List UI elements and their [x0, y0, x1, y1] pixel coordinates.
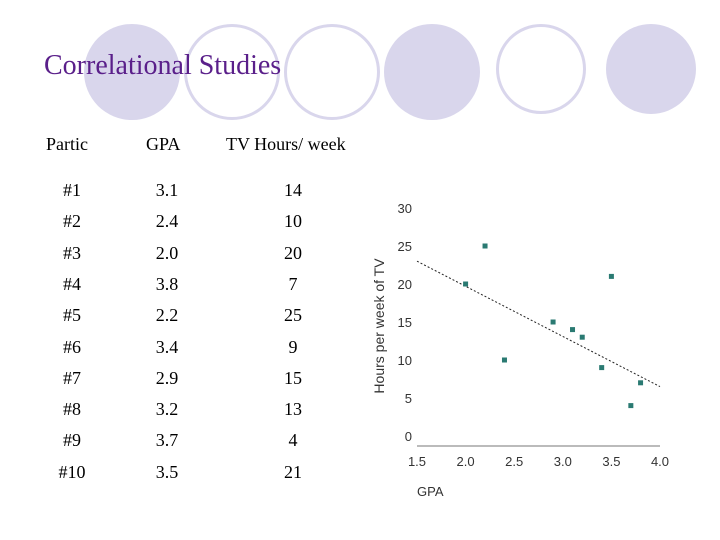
y-tick-label: 10	[398, 353, 412, 368]
table-cell-partic: #5	[63, 305, 81, 326]
data-point	[638, 380, 644, 386]
table-cell-gpa: 3.4	[155, 336, 179, 357]
table-cell-tv-hours: 21	[284, 461, 302, 482]
table-cell-gpa: 3.5	[155, 461, 179, 482]
data-point	[599, 365, 605, 371]
table-cell-gpa: 3.1	[155, 180, 179, 200]
data-point	[482, 243, 488, 249]
table-cell-partic: #2	[63, 211, 81, 232]
table-cell-gpa: 2.0	[155, 242, 179, 263]
y-tick-label: 25	[398, 239, 412, 254]
x-tick-label: 3.0	[554, 454, 572, 469]
x-tick-label: 1.5	[408, 454, 426, 469]
x-tick-label: 2.5	[505, 454, 523, 469]
x-tick-label: 2.0	[457, 454, 475, 469]
table-cell-partic: #7	[63, 367, 81, 388]
data-point	[463, 281, 469, 287]
scatter-chart: 1.5 2.0 2.5 3.0 3.5 4.0 0 5 10 15 20 25 30 GPA Hours p…	[371, 201, 669, 499]
x-axis-label: GPA	[417, 484, 444, 499]
table-cell-partic: #9	[63, 430, 81, 451]
table-cell-tv-hours: 9	[288, 336, 298, 357]
y-tick-label: 5	[405, 391, 412, 406]
y-tick-label: 20	[398, 277, 412, 292]
table-cell-partic: #1	[63, 180, 81, 200]
table-cell-tv-hours: 13	[284, 399, 302, 420]
decor-circle-3	[606, 24, 696, 114]
table-cell-tv-hours: 14	[284, 180, 302, 200]
x-tick-label: 3.5	[602, 454, 620, 469]
table-cell-gpa: 2.9	[155, 367, 179, 388]
table-cell-tv-hours: 25	[284, 305, 302, 326]
decor-ring-1	[184, 24, 280, 120]
table-header-partic: Partic	[46, 134, 88, 154]
x-tick-label: 4.0	[651, 454, 669, 469]
data-point	[550, 319, 556, 325]
table-cell-gpa: 3.7	[155, 430, 179, 451]
decor-ring-3	[496, 24, 586, 114]
table-cell-partic: #3	[63, 242, 81, 263]
table-cell-tv-hours: 7	[288, 273, 298, 294]
table-cell-gpa: 2.4	[155, 211, 179, 232]
y-tick-label: 30	[398, 201, 412, 216]
table-cell-partic: #10	[58, 461, 86, 482]
y-tick-label: 15	[398, 315, 412, 330]
data-point	[570, 327, 576, 333]
data-point	[579, 334, 585, 340]
table-header-tv-hours: TV Hours/ week	[226, 134, 346, 154]
decor-circle-1	[84, 24, 180, 120]
decor-circle-2	[384, 24, 480, 120]
slide-title: Correlational Studies	[44, 50, 282, 81]
decor-ring-2	[284, 24, 380, 120]
data-point	[608, 273, 614, 279]
table-cell-partic: #8	[63, 399, 81, 420]
table-cell-tv-hours: 10	[284, 211, 302, 232]
data-point	[501, 357, 507, 363]
table-cell-tv-hours: 4	[288, 430, 298, 451]
table-cell-gpa: 3.2	[155, 399, 179, 420]
table-cell-partic: #4	[63, 273, 81, 294]
table-cell-gpa: 2.2	[155, 305, 179, 326]
y-tick-label: 0	[405, 429, 412, 444]
table-header-gpa: GPA	[146, 134, 181, 154]
trend-line	[416, 260, 661, 388]
table-cell-tv-hours: 15	[284, 367, 302, 388]
table-cell-partic: #6	[63, 336, 81, 357]
data-point	[628, 403, 634, 409]
table-cell-gpa: 3.8	[155, 273, 179, 294]
y-axis-label: Hours per week of TV	[371, 258, 387, 394]
table-cell-tv-hours: 20	[284, 242, 302, 263]
